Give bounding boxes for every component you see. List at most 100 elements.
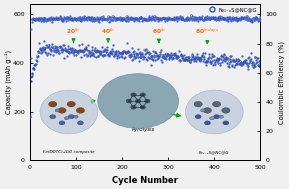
Point xyxy=(195,16,199,19)
Point xyxy=(49,20,54,23)
Point xyxy=(185,56,190,59)
Point xyxy=(178,53,183,56)
Point xyxy=(256,20,260,23)
Point xyxy=(132,53,137,56)
Point xyxy=(45,18,49,21)
Point xyxy=(74,53,79,57)
Point xyxy=(104,18,109,21)
Point xyxy=(94,15,99,18)
Point xyxy=(152,50,157,53)
Point xyxy=(209,62,213,65)
Point xyxy=(29,20,34,23)
Point xyxy=(180,15,184,19)
Point xyxy=(240,17,244,20)
Point xyxy=(234,15,239,18)
Point xyxy=(170,54,175,57)
Point xyxy=(75,51,79,54)
Point xyxy=(44,19,48,22)
Point xyxy=(166,17,171,20)
Point xyxy=(154,18,159,21)
Point xyxy=(204,64,209,67)
Point xyxy=(254,16,259,19)
Point xyxy=(50,18,55,21)
Circle shape xyxy=(219,115,223,118)
Point xyxy=(62,15,66,18)
Point xyxy=(163,57,167,60)
Point xyxy=(72,17,76,20)
Point xyxy=(116,17,121,20)
Point xyxy=(135,17,140,20)
Point xyxy=(117,18,122,21)
Point xyxy=(213,18,218,21)
Point xyxy=(180,56,185,59)
Point xyxy=(245,15,249,18)
Point xyxy=(138,17,143,20)
Point xyxy=(110,52,115,55)
Point xyxy=(250,64,254,67)
Point xyxy=(55,18,60,21)
Point xyxy=(83,16,88,19)
Point xyxy=(88,17,92,20)
Point xyxy=(149,18,154,21)
Point xyxy=(82,17,87,20)
Point xyxy=(122,57,127,60)
Point xyxy=(92,17,97,20)
Point xyxy=(137,59,141,62)
Circle shape xyxy=(64,117,69,120)
Point xyxy=(220,54,225,57)
Point xyxy=(188,17,192,20)
Point xyxy=(120,51,125,54)
Point xyxy=(151,18,156,21)
Point xyxy=(243,16,248,19)
Point xyxy=(236,17,241,20)
Point xyxy=(211,54,216,57)
Point xyxy=(140,19,144,22)
Point xyxy=(171,18,175,21)
Point xyxy=(248,59,252,62)
Circle shape xyxy=(98,74,179,128)
Point xyxy=(53,16,58,19)
Point xyxy=(64,54,69,57)
Point xyxy=(32,18,37,21)
Point xyxy=(124,19,129,22)
Point xyxy=(79,50,84,53)
Point xyxy=(79,19,83,22)
Point xyxy=(48,16,52,19)
Point xyxy=(128,54,133,57)
Point xyxy=(40,51,45,54)
Point xyxy=(49,43,54,46)
Point xyxy=(233,58,238,61)
Point xyxy=(246,57,251,60)
Point xyxy=(187,56,192,59)
Point xyxy=(137,16,142,19)
Point xyxy=(158,50,163,53)
Point xyxy=(58,44,62,47)
Point xyxy=(208,60,212,63)
Point xyxy=(147,56,151,59)
Point xyxy=(207,15,212,18)
Point xyxy=(236,60,240,63)
Point xyxy=(73,18,78,21)
Point xyxy=(142,56,147,59)
Y-axis label: Capacity (mAh g⁻¹): Capacity (mAh g⁻¹) xyxy=(4,50,12,114)
Point xyxy=(102,54,106,57)
Point xyxy=(241,17,245,20)
Point xyxy=(96,18,100,21)
Point xyxy=(38,17,42,20)
Point xyxy=(62,44,66,47)
Point xyxy=(242,60,246,63)
Point xyxy=(94,50,99,53)
Point xyxy=(212,17,217,20)
Point xyxy=(220,58,225,61)
Point xyxy=(67,16,72,19)
Point xyxy=(160,53,165,56)
Point xyxy=(194,53,199,56)
Point xyxy=(157,56,161,59)
Point xyxy=(196,55,201,58)
Point xyxy=(84,17,88,20)
Point xyxy=(150,14,155,17)
Point xyxy=(81,50,86,53)
Point xyxy=(191,57,196,60)
Point xyxy=(62,17,67,20)
Point xyxy=(55,18,59,21)
